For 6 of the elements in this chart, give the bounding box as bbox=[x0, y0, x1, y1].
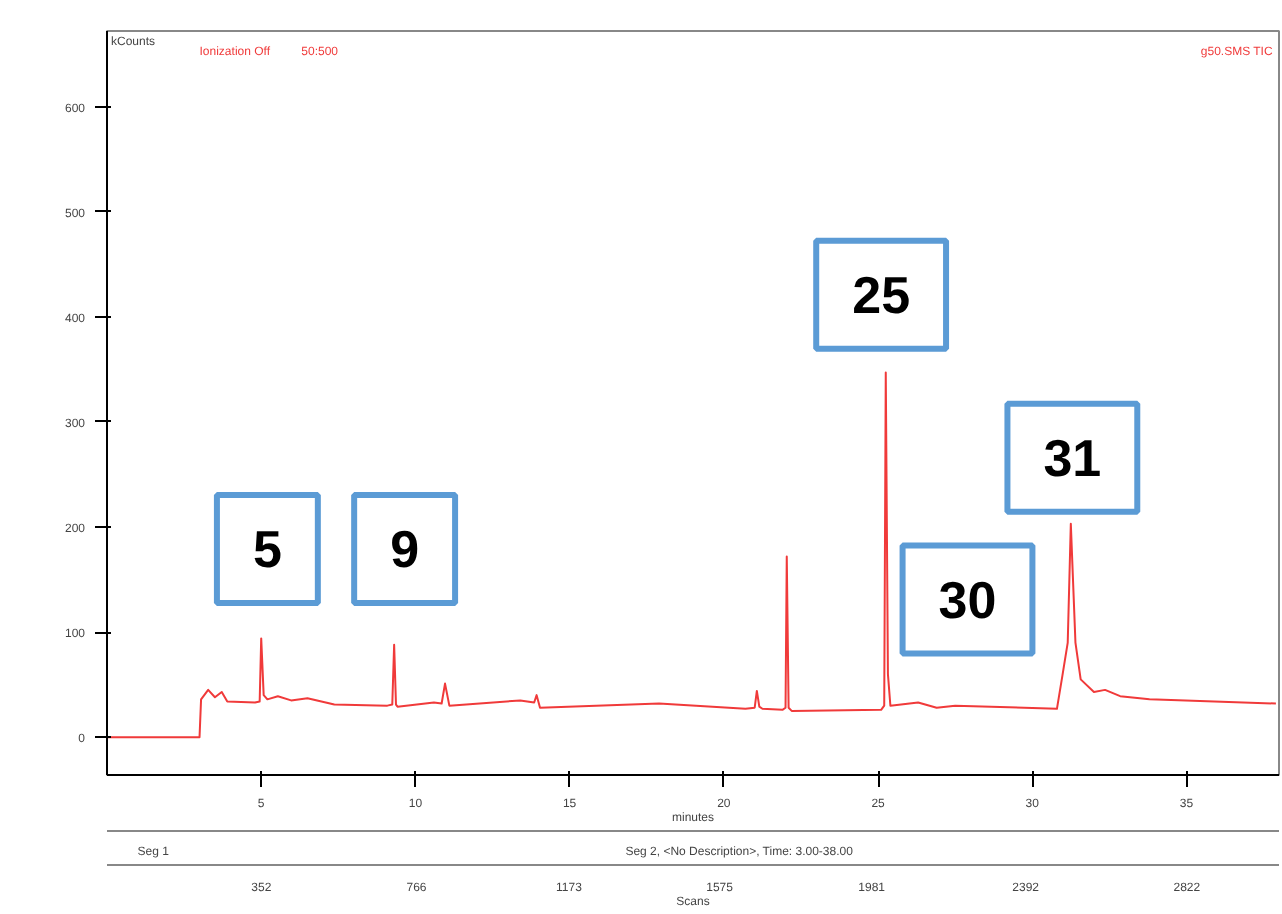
annotation: 5 bbox=[252, 519, 282, 580]
annotation: 31 bbox=[1043, 427, 1102, 488]
annotation: 9 bbox=[390, 519, 420, 580]
line-series bbox=[107, 371, 1277, 739]
annotation: 30 bbox=[938, 569, 997, 630]
annotation: 25 bbox=[852, 264, 911, 325]
